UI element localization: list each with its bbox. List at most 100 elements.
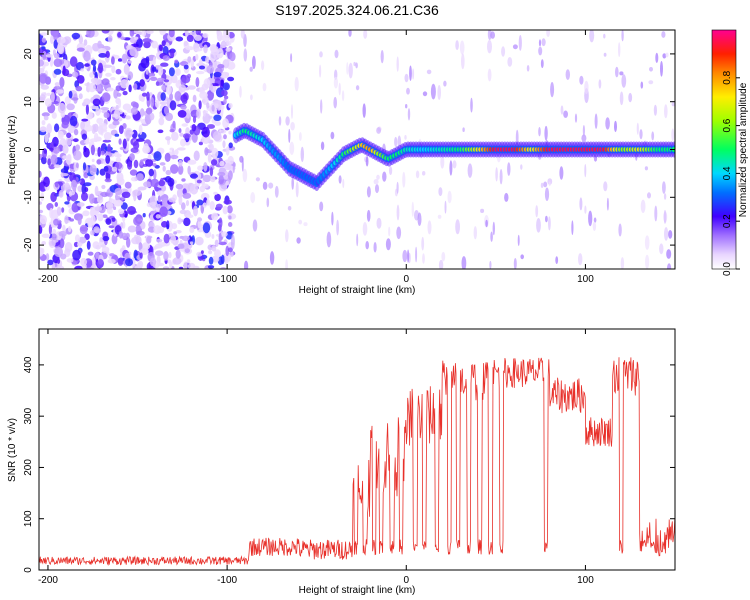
noise-speckle bbox=[56, 206, 62, 216]
noise-speckle bbox=[180, 105, 187, 110]
noise-speckle bbox=[222, 118, 230, 129]
noise-speckle bbox=[165, 169, 172, 176]
streak-mark bbox=[588, 210, 593, 227]
noise-speckle bbox=[129, 153, 135, 161]
noise-speckle bbox=[98, 53, 107, 58]
noise-speckle bbox=[42, 51, 47, 61]
noise-speckle bbox=[160, 62, 169, 67]
colorbar-tick-label: 0.8 bbox=[722, 70, 733, 84]
colorbar-gradient bbox=[712, 30, 736, 269]
noise-speckle bbox=[46, 92, 51, 96]
snr-y-ticks: 0 100 200 300 400 bbox=[23, 356, 675, 573]
streak-mark bbox=[348, 62, 353, 79]
streak-mark bbox=[470, 97, 473, 113]
noise-speckle bbox=[203, 162, 208, 172]
streak-mark bbox=[346, 62, 349, 75]
noise-speckle bbox=[69, 115, 78, 127]
streak-mark bbox=[621, 30, 624, 42]
noise-speckle bbox=[162, 165, 166, 172]
noise-speckle bbox=[165, 112, 174, 122]
noise-speckle bbox=[50, 91, 55, 103]
streak-mark bbox=[584, 80, 589, 94]
streak-mark bbox=[664, 227, 669, 241]
noise-speckle bbox=[47, 259, 54, 266]
noise-speckle bbox=[114, 199, 123, 207]
streak-mark bbox=[294, 76, 299, 92]
noise-speckle bbox=[114, 162, 123, 170]
y-tick-label: 300 bbox=[23, 407, 34, 424]
noise-speckle bbox=[186, 108, 191, 119]
noise-speckle bbox=[140, 221, 146, 230]
noise-speckle bbox=[69, 56, 78, 67]
noise-speckle bbox=[122, 90, 128, 96]
streak-mark bbox=[338, 175, 342, 184]
noise-speckle bbox=[159, 30, 167, 36]
streak-mark bbox=[639, 129, 643, 140]
noise-speckle bbox=[74, 265, 83, 269]
streak-mark bbox=[538, 39, 542, 47]
noise-speckle bbox=[169, 93, 174, 101]
streak-mark bbox=[584, 205, 587, 214]
noise-speckle bbox=[62, 224, 66, 232]
noise-speckle bbox=[195, 77, 200, 88]
noise-speckle bbox=[221, 231, 228, 237]
noise-speckle bbox=[49, 207, 54, 219]
noise-speckle bbox=[141, 30, 147, 37]
noise-speckle bbox=[83, 147, 90, 158]
noise-speckle bbox=[90, 230, 95, 236]
noise-speckle bbox=[114, 151, 120, 158]
noise-speckle bbox=[149, 257, 157, 267]
noise-speckle bbox=[95, 245, 101, 250]
streak-mark bbox=[376, 217, 382, 229]
noise-speckle bbox=[97, 259, 104, 268]
noise-speckle bbox=[167, 177, 175, 187]
noise-speckle bbox=[211, 212, 219, 221]
noise-speckle bbox=[39, 126, 47, 133]
noise-speckle bbox=[164, 152, 171, 162]
noise-speckle bbox=[89, 164, 97, 176]
noise-speckle bbox=[196, 70, 205, 75]
noise-speckle bbox=[223, 95, 229, 100]
streak-mark bbox=[667, 263, 672, 269]
snr-y-label: SNR (10 * v/v) bbox=[7, 418, 18, 482]
noise-speckle bbox=[48, 224, 53, 235]
noise-speckle bbox=[220, 71, 230, 79]
streak-mark bbox=[421, 236, 425, 251]
streak-mark bbox=[417, 212, 422, 226]
noise-speckle bbox=[111, 65, 116, 74]
noise-speckle bbox=[211, 234, 215, 239]
noise-speckle bbox=[51, 233, 57, 241]
noise-speckle bbox=[211, 104, 215, 112]
noise-speckle bbox=[227, 76, 235, 82]
noise-speckle bbox=[77, 242, 83, 247]
streak-mark bbox=[518, 35, 522, 51]
noise-speckle bbox=[130, 147, 139, 153]
streak-mark bbox=[232, 163, 235, 174]
noise-speckle bbox=[194, 34, 202, 42]
streak-mark bbox=[330, 131, 335, 140]
streak-mark bbox=[487, 68, 492, 82]
noise-speckle bbox=[39, 201, 43, 205]
noise-speckle bbox=[216, 100, 222, 111]
streak-mark bbox=[402, 249, 408, 263]
streak-mark bbox=[375, 184, 379, 194]
x-tick-label: -100 bbox=[217, 575, 237, 586]
noise-speckle bbox=[122, 138, 127, 149]
streak-mark bbox=[396, 181, 399, 194]
y-tick-label: 400 bbox=[23, 356, 34, 373]
streak-mark bbox=[618, 223, 622, 237]
noise-speckle bbox=[77, 75, 85, 84]
noise-speckle bbox=[226, 40, 232, 46]
noise-speckle bbox=[169, 261, 173, 269]
colorbar-tick-label: 0.0 bbox=[722, 262, 733, 276]
y-tick-label: 20 bbox=[23, 48, 34, 60]
noise-speckle bbox=[214, 103, 219, 109]
y-tick-label: 100 bbox=[23, 510, 34, 527]
noise-speckle bbox=[96, 117, 104, 125]
noise-speckle bbox=[41, 112, 50, 117]
noise-speckle bbox=[223, 134, 227, 140]
noise-speckle bbox=[122, 103, 132, 111]
noise-speckle bbox=[94, 71, 98, 78]
noise-speckle bbox=[155, 81, 160, 86]
